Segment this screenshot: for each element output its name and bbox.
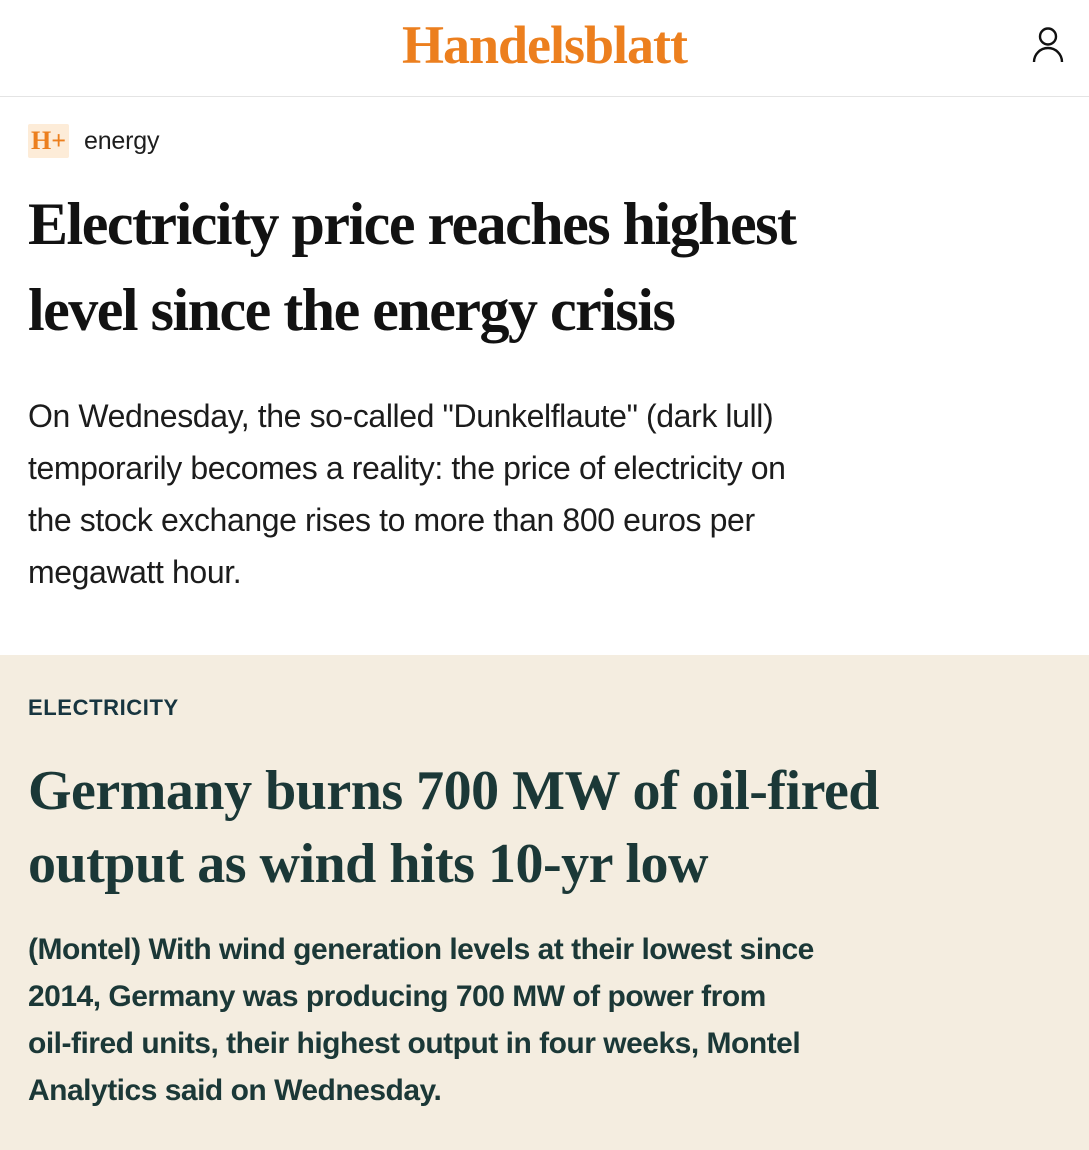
teaser-headline[interactable]: Germany burns 700 MW of oil-fired output … [28, 755, 1061, 901]
account-button[interactable] [1029, 26, 1067, 66]
lead-article: H+ energy Electricity price reaches high… [0, 97, 1089, 598]
text-line: Analytics said on Wednesday. [28, 1074, 442, 1107]
text-line: On Wednesday, the so-called "Dunkelflaut… [28, 398, 774, 434]
text-line: Germany burns 700 MW of oil-fired [28, 760, 879, 822]
article-headline[interactable]: Electricity price reaches highest level s… [28, 181, 1061, 353]
teaser-kicker: ELECTRICITY [28, 695, 179, 720]
text-line: (Montel) With wind generation levels at … [28, 933, 814, 966]
electricity-teaser-card[interactable]: ELECTRICITY Germany burns 700 MW of oil-… [0, 655, 1089, 1150]
text-line: oil-fired units, their highest output in… [28, 1027, 801, 1060]
article-meta-row: H+ energy [28, 123, 1061, 159]
text-line: 2014, Germany was producing 700 MW of po… [28, 980, 766, 1013]
category-label[interactable]: energy [84, 126, 160, 155]
text-line: output as wind hits 10-yr low [28, 833, 708, 895]
site-header: Handelsblatt [0, 0, 1089, 97]
handelsblatt-logo[interactable]: Handelsblatt [401, 15, 688, 75]
text-line: level since the energy crisis [28, 277, 676, 343]
teaser-body: (Montel) With wind generation levels at … [28, 926, 1061, 1114]
text-line: megawatt hour. [28, 554, 242, 590]
text-line: Electricity price reaches highest [28, 191, 797, 257]
h-plus-badge: H+ [28, 124, 69, 158]
article-subtitle: On Wednesday, the so-called "Dunkelflaut… [28, 390, 1061, 598]
text-line: temporarily becomes a reality: the price… [28, 450, 786, 486]
person-icon [1030, 26, 1066, 67]
text-line: the stock exchange rises to more than 80… [28, 502, 755, 538]
